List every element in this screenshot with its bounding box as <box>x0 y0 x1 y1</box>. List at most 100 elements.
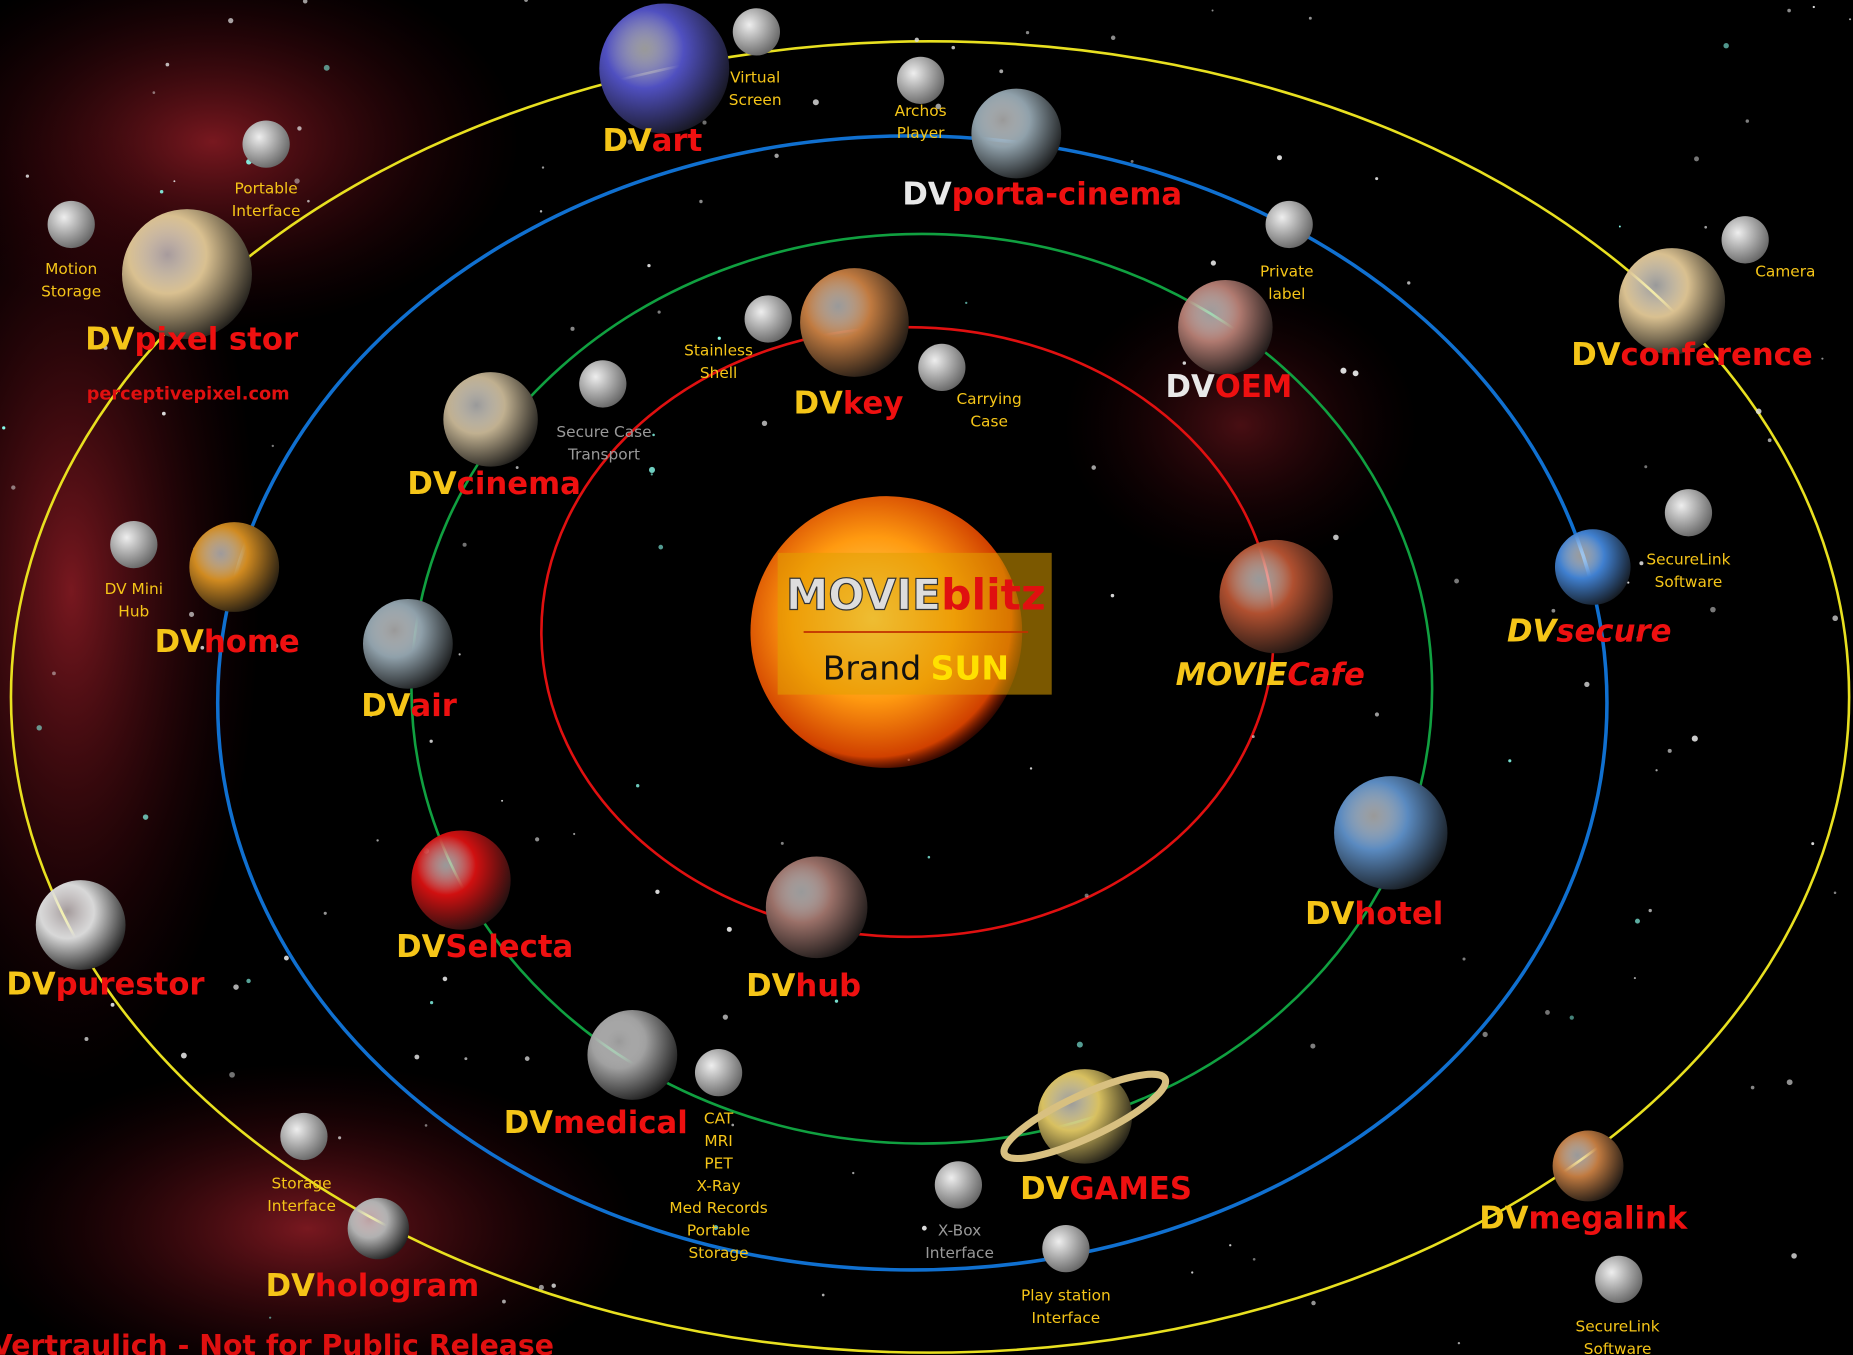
star <box>1668 749 1672 753</box>
moon-label: SecureLink <box>1646 551 1730 569</box>
label-prefix: DV <box>1479 1201 1528 1237</box>
planet <box>122 209 252 339</box>
label-prefix: DV <box>266 1268 315 1304</box>
star <box>166 63 170 67</box>
star <box>813 99 819 105</box>
label-name: Selecta <box>445 929 573 965</box>
star <box>542 166 544 168</box>
star <box>1375 177 1378 180</box>
star <box>233 984 239 990</box>
star <box>1191 1271 1193 1273</box>
star <box>570 327 574 331</box>
planet-label: DVcinema <box>407 466 580 502</box>
star <box>1310 1044 1315 1049</box>
planet-label: DVmedical <box>504 1105 688 1141</box>
star <box>1229 1244 1231 1246</box>
label-prefix: DV <box>6 967 55 1003</box>
star <box>181 1053 187 1059</box>
label-prefix: DV <box>1020 1171 1069 1207</box>
star <box>52 671 56 675</box>
label-name: medical <box>553 1105 688 1141</box>
label-name: megalink <box>1529 1201 1688 1237</box>
star <box>852 1172 854 1174</box>
star <box>84 1037 88 1041</box>
label-prefix: DV <box>794 385 843 421</box>
moon <box>243 120 290 167</box>
star <box>1085 894 1089 898</box>
moon-label: Archos <box>895 102 947 120</box>
star <box>718 337 721 340</box>
moon-label: Interface <box>267 1197 336 1215</box>
star <box>1458 1342 1460 1344</box>
moon <box>48 201 95 248</box>
moon-label: Play station <box>1021 1287 1111 1305</box>
label-name: porta-cinema <box>952 176 1182 212</box>
label-prefix: DV <box>1571 337 1620 373</box>
star <box>463 543 467 547</box>
star <box>1508 759 1511 762</box>
star <box>1619 226 1621 228</box>
star <box>1211 260 1216 265</box>
star <box>1212 9 1214 11</box>
planet-label: DVporta-cinema <box>902 176 1182 212</box>
label-prefix: DV <box>902 176 951 212</box>
star <box>535 837 539 841</box>
star <box>162 412 166 416</box>
star <box>1649 909 1652 912</box>
star <box>1183 361 1186 364</box>
moon-label: SecureLink <box>1575 1317 1659 1335</box>
moon-label: Carrying <box>956 390 1021 408</box>
star <box>965 302 967 304</box>
star <box>1091 465 1096 470</box>
star <box>1077 1042 1083 1048</box>
label-name: OEM <box>1215 369 1293 405</box>
star <box>173 180 175 182</box>
star <box>160 190 163 193</box>
star <box>459 653 461 655</box>
star <box>774 154 778 158</box>
moon <box>1722 216 1769 263</box>
star <box>2 426 5 429</box>
moon-label: Case <box>970 412 1008 430</box>
planet <box>1219 540 1332 653</box>
star <box>430 1001 433 1004</box>
label-name: cinema <box>457 466 581 502</box>
planet <box>1334 776 1447 889</box>
star <box>1111 36 1115 40</box>
star <box>1111 594 1114 597</box>
star <box>1787 1079 1793 1085</box>
star <box>1811 842 1814 845</box>
star <box>1832 615 1838 621</box>
sun-subtitle: BrandSUN <box>823 648 1009 687</box>
moon-label: Screen <box>729 91 782 109</box>
moon-label: Transport <box>567 446 640 464</box>
planet <box>189 522 279 612</box>
moon-label: Stainless <box>684 342 753 360</box>
moon-label: Portable <box>234 180 297 198</box>
planet <box>766 856 868 958</box>
star <box>651 473 653 475</box>
star <box>324 65 330 71</box>
star <box>702 121 706 125</box>
label-prefix: DV <box>1305 896 1354 932</box>
star <box>324 912 327 915</box>
star <box>26 175 29 178</box>
star <box>1834 891 1837 894</box>
planet-label: DVhub <box>746 968 861 1004</box>
moon-label: Storage <box>272 1174 332 1192</box>
moon-label: Software <box>1584 1340 1652 1355</box>
moon <box>695 1049 742 1096</box>
star <box>1746 119 1749 122</box>
label-name: conference <box>1621 337 1813 373</box>
star <box>1483 1032 1488 1037</box>
star <box>1756 409 1762 415</box>
planet <box>971 89 1061 179</box>
planet-label: DVart <box>603 123 703 159</box>
moon-label: Secure Case <box>556 423 651 441</box>
moon-label: Interface <box>1032 1309 1101 1327</box>
planet-label: DVOEM <box>1165 369 1292 405</box>
star <box>1723 43 1728 48</box>
star <box>525 1056 530 1061</box>
label-name: key <box>843 385 903 421</box>
planet-label: MOVIECafe <box>1176 657 1365 693</box>
